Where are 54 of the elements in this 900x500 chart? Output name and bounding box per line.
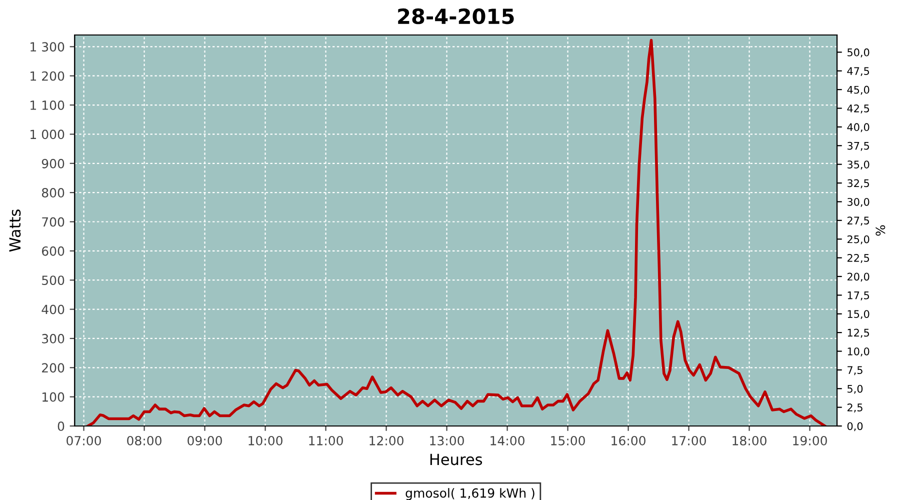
y2-tick-label: 30,0 [848, 198, 870, 207]
y-tick-label: 700 [42, 217, 64, 227]
y2-tick-label: 0,0 [847, 422, 863, 432]
y2-tick-label: 45,0 [847, 86, 870, 95]
y2-tick-label: 27,5 [847, 216, 870, 226]
x-tick-label: 16:00 [612, 436, 646, 446]
y2-tick-label: 15,0 [848, 310, 870, 320]
legend-label: gmosol( 1,619 kWh ) [406, 488, 534, 500]
y-axis-title: Watts [9, 210, 21, 252]
y2-tick-label: 50,0 [848, 48, 870, 58]
x-axis-title: Heures [430, 454, 482, 466]
y-tick-label: 600 [42, 246, 64, 256]
y2-tick-label: 40,0 [847, 123, 870, 132]
y-tick-label: 400 [42, 304, 64, 314]
x-tick-label: 19:00 [793, 436, 827, 446]
y2-tick-label: 32,5 [848, 179, 870, 188]
chart-title: 28-4-2015 [398, 8, 514, 24]
y2-tick-label: 37,5 [848, 142, 870, 151]
x-tick-label: 08:00 [127, 436, 162, 446]
y-tick-label: 0 [58, 421, 64, 431]
y-tick-label: 1 100 [30, 100, 64, 110]
line-series [86, 38, 826, 426]
y-tick-label: 500 [42, 276, 64, 286]
y-tick-label: 1 300 [30, 42, 64, 52]
x-tick-label: 13:00 [430, 436, 464, 446]
x-tick-label: 07:00 [66, 436, 101, 446]
y2-tick-label: 7,5 [848, 366, 862, 376]
y-tick-label: 1 200 [30, 71, 64, 81]
x-tick-label: 09:00 [188, 436, 222, 446]
y-tick-label: 1 000 [30, 130, 64, 140]
y2-tick-label: 2,5 [847, 404, 862, 412]
y-tick-label: 200 [42, 363, 64, 373]
y2-tick-label: 47,5 [847, 67, 870, 76]
y2-tick-label: 20,0 [847, 272, 870, 282]
y2-tick-label: 42,5 [847, 104, 870, 114]
y2-axis-title: % [876, 225, 886, 236]
x-tick-label: 10:00 [248, 436, 282, 446]
x-tick-label: 15:00 [551, 436, 585, 446]
y-tick-label: 100 [42, 392, 64, 402]
y2-tick-label: 22,5 [847, 254, 870, 263]
y-tick-label: 900 [42, 158, 64, 168]
y2-tick-label: 25,0 [847, 235, 870, 244]
y2-tick-label: 35,0 [848, 160, 870, 170]
x-tick-label: 12:00 [370, 436, 404, 446]
y-tick-label: 300 [42, 334, 64, 344]
x-tick-label: 11:00 [309, 436, 343, 446]
y2-tick-label: 12,5 [848, 328, 870, 338]
x-tick-label: 18:00 [732, 436, 766, 446]
y2-tick-label: 10,0 [848, 347, 870, 356]
x-tick-label: 14:00 [490, 436, 524, 446]
y2-tick-label: 5,0 [848, 384, 863, 394]
x-tick-label: 17:00 [672, 436, 706, 446]
y2-tick-label: 17,5 [848, 292, 870, 300]
y-tick-label: 800 [42, 188, 64, 198]
